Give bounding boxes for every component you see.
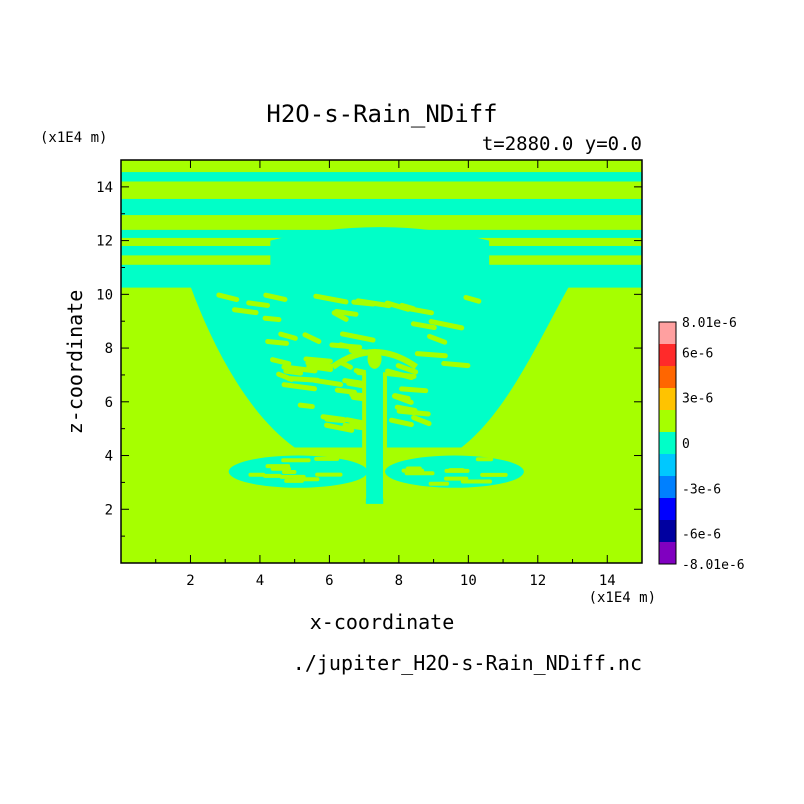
z-unit-label: (x1E4 m) [40, 130, 107, 146]
x-tick-label: 14 [599, 573, 616, 589]
heatmap-streak [414, 351, 448, 359]
heatmap-streak [281, 382, 318, 392]
heatmap-lobe [228, 455, 368, 488]
colorbar-label: 8.01e-6 [682, 316, 737, 331]
heatmap-streak [313, 293, 349, 305]
colorbar-label: -6e-6 [682, 528, 721, 543]
heatmap-streak [441, 360, 471, 369]
heatmap-streak [324, 422, 355, 433]
heatmap-core [367, 348, 382, 369]
heatmap-streak [305, 360, 334, 369]
colorbar-segment [659, 520, 676, 542]
z-tick-label: 4 [105, 449, 113, 465]
axis-ticks: 2 4 6 8 10 12 14 2 4 6 8 10 12 14 [96, 160, 642, 589]
colorbar-label: 3e-6 [682, 392, 713, 407]
heatmap-streak [385, 371, 417, 379]
colorbar-segment [659, 344, 676, 366]
heatmap-streak [216, 292, 240, 303]
heatmap-streak [312, 377, 344, 387]
x-tick-label: 12 [529, 573, 546, 589]
heatmap-streak [399, 386, 429, 394]
heatmap-streak [246, 300, 271, 308]
colorbar-label: 0 [682, 437, 690, 452]
heatmap-streak [283, 368, 304, 376]
x-axis-label: x-coordinate [310, 610, 455, 634]
colorbar-segment [659, 366, 676, 388]
heatmap-streak [394, 404, 418, 413]
chart-subtitle: t=2880.0 y=0.0 [482, 133, 642, 155]
heatmap-streak [329, 342, 363, 350]
heatmap-stem [365, 342, 384, 504]
heatmap-streak [334, 387, 357, 395]
colorbar-segment [659, 410, 676, 432]
heatmap-streak [320, 414, 347, 422]
z-tick-label: 12 [96, 234, 113, 250]
x-unit-label: (x1E4 m) [589, 590, 656, 606]
colorbar-segment [659, 454, 676, 476]
heatmap-streak [410, 321, 437, 331]
heatmap-streak [339, 331, 376, 343]
colorbar-label: 6e-6 [682, 346, 713, 361]
chart-title: H2O-s-Rain_NDiff [266, 100, 497, 128]
heatmap-streak [231, 307, 259, 316]
heatmap-streak [297, 402, 315, 410]
heatmap-streak [395, 363, 419, 375]
colorbar-segment [659, 322, 676, 344]
x-tick-label: 2 [186, 573, 194, 589]
z-tick-label: 2 [105, 502, 113, 518]
file-name: ./jupiter_H2O-s-Rain_NDiff.nc [293, 651, 642, 675]
x-tick-label: 8 [395, 573, 403, 589]
heatmap-streak [463, 294, 482, 304]
heatmap-streak [302, 332, 322, 344]
z-tick-label: 8 [105, 341, 113, 357]
heatmap-band [121, 172, 642, 182]
colorbar-segment [659, 432, 676, 454]
heatmap-streak [388, 417, 414, 428]
heatmap-streak [427, 333, 448, 345]
heatmap-band [121, 198, 642, 216]
heatmap-streak [278, 331, 298, 341]
z-tick-label: 10 [96, 287, 113, 303]
heatmap-streak [411, 415, 432, 427]
heatmap-plume-top [270, 227, 490, 287]
colorbar-segment [659, 498, 676, 520]
plot-frame [120, 159, 643, 564]
heatmap-streak [303, 356, 333, 364]
colorbar-label: -3e-6 [682, 482, 721, 497]
heatmap-streak [331, 310, 349, 322]
colorbar-segment [659, 388, 676, 410]
heatmap-streak [276, 371, 295, 382]
x-tick-label: 6 [325, 573, 333, 589]
heatmap-streak [428, 319, 465, 331]
z-tick-label: 6 [105, 395, 113, 411]
x-tick-label: 10 [460, 573, 477, 589]
colorbar-segment [659, 476, 676, 498]
z-tick-label: 14 [96, 180, 113, 196]
heatmap-streak [263, 292, 288, 302]
heatmap-streak [391, 393, 414, 405]
heatmap-streak [396, 408, 431, 417]
heatmap-streak [333, 309, 359, 317]
colorbar-segment [659, 542, 676, 564]
colorbar-frame [658, 321, 677, 565]
heatmap-streak [270, 357, 292, 367]
heatmap-field [121, 160, 642, 563]
heatmap-streak [306, 363, 334, 373]
heatmap-streak [262, 315, 282, 323]
heatmap-streak [355, 298, 392, 309]
x-tick-label: 4 [256, 573, 264, 589]
heatmap-streak [344, 417, 365, 426]
heatmap-streak [399, 302, 416, 312]
colorbar: 8.01e-6 6e-6 3e-6 0 -3e-6 -6e-6 -8.01e-6 [658, 316, 745, 573]
heatmap-streak [281, 364, 318, 374]
y-axis-label: z-coordinate [63, 290, 87, 435]
heatmap-streak [265, 338, 290, 346]
colorbar-label: -8.01e-6 [682, 558, 745, 573]
